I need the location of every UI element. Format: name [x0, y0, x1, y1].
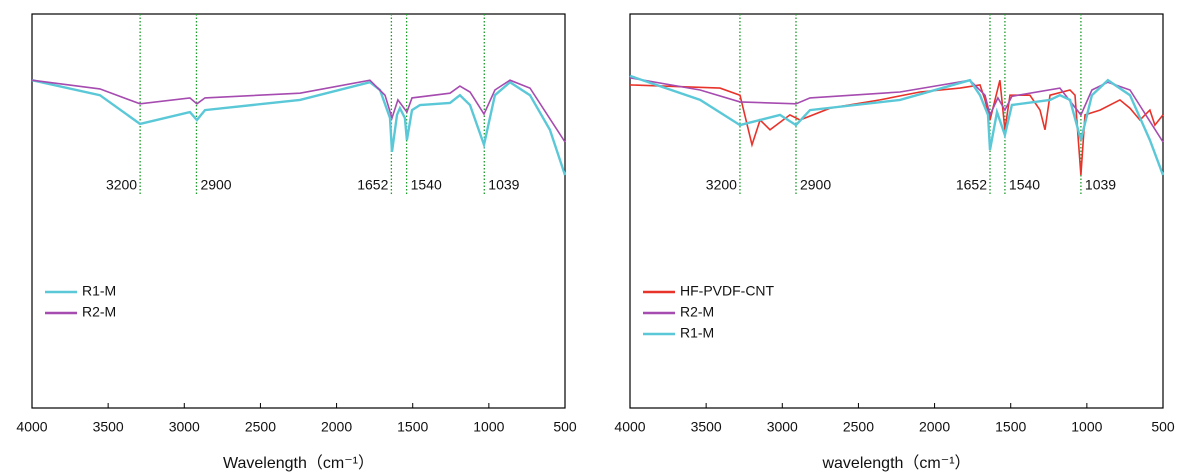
x-axis-label: Wavelength（cm⁻¹）	[223, 454, 374, 472]
legend-label: HF-PVDF-CNT	[680, 283, 775, 299]
x-tick-label: 4000	[16, 419, 47, 435]
annotation-label: 1652	[357, 177, 388, 193]
annotation-label: 3200	[106, 177, 137, 193]
x-axis-label: wavelength（cm⁻¹）	[821, 454, 970, 472]
legend-label: R2-M	[680, 304, 714, 320]
x-tick-label: 3000	[169, 419, 200, 435]
spectrum-line	[629, 74, 1165, 176]
x-tick-label: 4000	[614, 419, 645, 435]
x-tick-label: 500	[553, 419, 577, 435]
x-tick-label: 2500	[245, 419, 276, 435]
chart-panel: 4000 3500 3000 2500 2000 1500 1000 500 wavelengt…	[614, 13, 1175, 472]
chart-panel: 4000 3500 3000 2500 2000 1500 1000 500 Wavelengt…	[16, 13, 577, 472]
annotation-label: 1039	[488, 177, 519, 193]
x-tick-label: 2000	[919, 419, 950, 435]
legend-label: R2-M	[82, 304, 116, 320]
x-tick-label: 500	[1151, 419, 1175, 435]
plot-frame	[629, 13, 1164, 409]
annotation-label: 1540	[1009, 177, 1040, 193]
x-tick-label: 1500	[397, 419, 428, 435]
x-tick-label: 3000	[767, 419, 798, 435]
annotation-label: 2900	[200, 177, 231, 193]
spectrum-line	[31, 79, 567, 176]
x-tick-label: 2500	[843, 419, 874, 435]
x-tick-label: 1000	[1071, 419, 1102, 435]
annotation-label: 2900	[800, 177, 831, 193]
annotation-label: 3200	[706, 177, 737, 193]
annotation-label: 1540	[411, 177, 442, 193]
x-tick-label: 2000	[321, 419, 352, 435]
legend-label: R1-M	[680, 325, 714, 341]
spectrum-line	[629, 77, 1164, 143]
plot-frame	[31, 13, 566, 409]
x-tick-label: 1000	[473, 419, 504, 435]
x-tick-label: 3500	[691, 419, 722, 435]
legend-label: R1-M	[82, 283, 116, 299]
annotation-label: 1652	[956, 177, 987, 193]
annotation-label: 1039	[1085, 177, 1116, 193]
x-tick-label: 3500	[93, 419, 124, 435]
x-tick-label: 1500	[995, 419, 1026, 435]
spectrum-line	[31, 79, 566, 143]
